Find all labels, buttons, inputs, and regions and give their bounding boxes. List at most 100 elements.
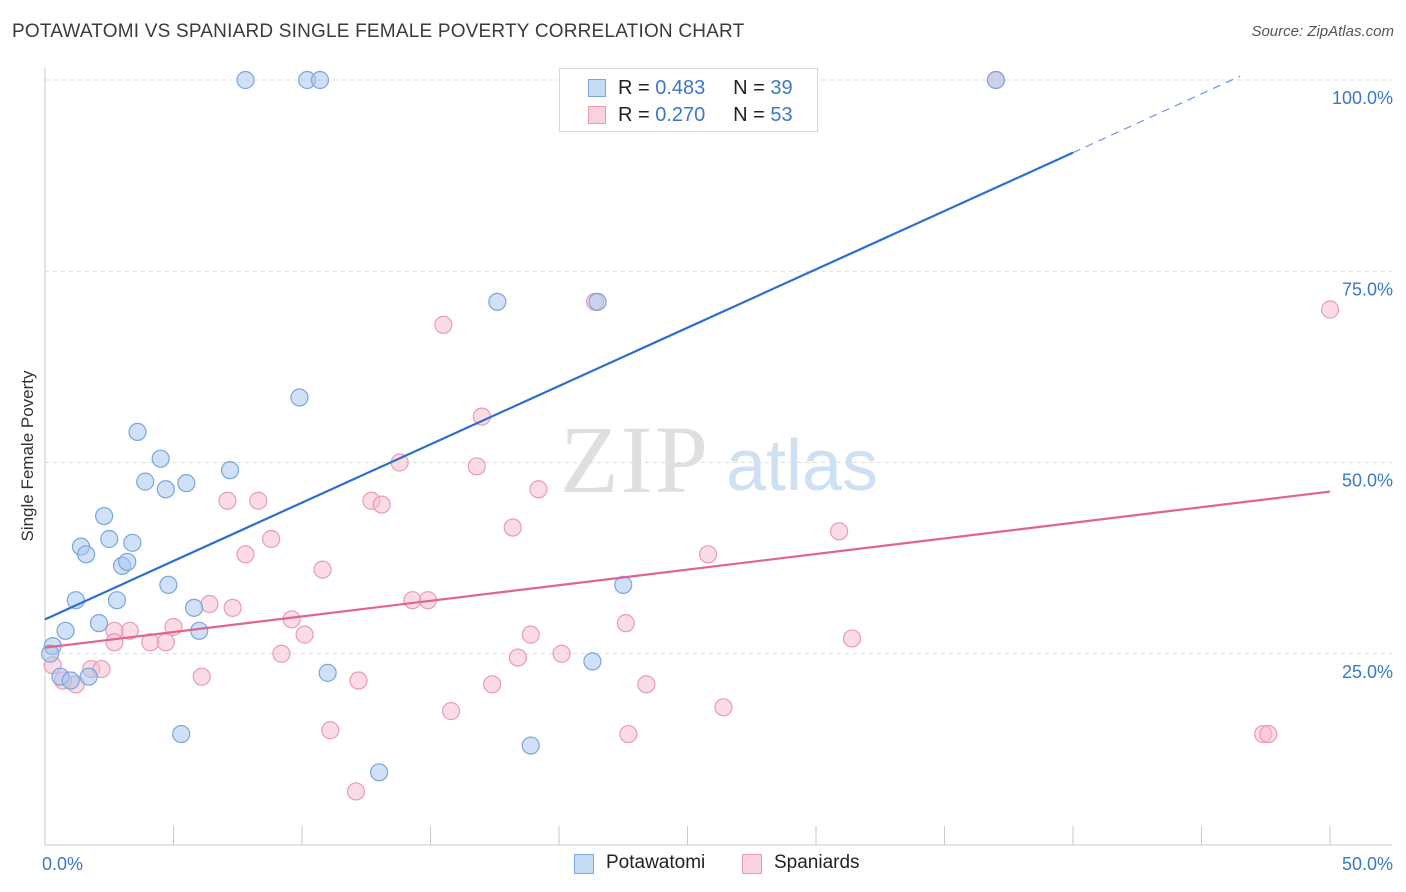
data-point	[95, 506, 114, 526]
data-point	[172, 724, 191, 744]
data-point	[156, 633, 175, 652]
data-point	[842, 629, 862, 648]
data-point	[236, 70, 255, 90]
data-point	[249, 491, 268, 510]
legend-n-label: N =	[733, 77, 765, 99]
x-tick-label: 50.0%	[1342, 854, 1393, 874]
data-point	[637, 675, 656, 694]
source-label: Source: ZipAtlas.com	[1251, 23, 1394, 40]
data-point	[177, 474, 196, 493]
data-point	[218, 491, 237, 510]
legend-r-value: 0.483	[655, 77, 706, 99]
data-point	[441, 702, 461, 721]
data-point	[370, 763, 389, 782]
data-point	[123, 533, 142, 552]
data-point	[56, 621, 75, 640]
data-point	[529, 480, 548, 499]
y-tick-label: 75.0%	[1342, 279, 1393, 299]
data-point	[830, 522, 849, 541]
data-point	[41, 644, 60, 663]
data-point	[313, 560, 332, 579]
data-point	[310, 70, 330, 90]
data-point	[434, 315, 453, 334]
data-point	[77, 545, 96, 564]
data-point	[583, 652, 602, 671]
legend-n-value: 39	[770, 77, 793, 99]
data-point	[1320, 300, 1340, 319]
bottom-legend-swatch-spaniards	[742, 854, 762, 874]
tick-labels: 25.0% 50.0% 75.0% 100.0% 0.0% 50.0%	[42, 88, 1393, 874]
data-point	[290, 388, 309, 407]
data-point	[321, 721, 340, 740]
data-point	[616, 614, 635, 633]
bottom-legend-swatch-potawatomi	[574, 854, 594, 874]
data-point	[714, 698, 733, 717]
bottom-legend-label-potawatomi: Potawatomi	[606, 852, 706, 873]
data-point	[236, 545, 255, 564]
y-axis-label: Single Female Poverty	[18, 370, 37, 542]
y-tick-label: 25.0%	[1342, 662, 1393, 682]
data-point	[151, 449, 170, 468]
legend: R = 0.483 N = 39 R = 0.270 N = 53	[559, 68, 818, 132]
data-point	[105, 633, 124, 652]
data-point	[552, 644, 571, 663]
axes	[44, 68, 1392, 846]
data-point	[346, 782, 366, 801]
data-point	[61, 671, 80, 690]
data-point	[272, 644, 291, 663]
watermark-zip: ZIP	[560, 406, 710, 513]
legend-swatch-potawatomi	[588, 79, 606, 97]
data-point	[318, 663, 337, 682]
data-point	[349, 671, 368, 690]
data-point	[403, 591, 422, 610]
data-point	[79, 667, 98, 686]
x-tick-label: 0.0%	[42, 854, 83, 874]
trend-line-potawatomi	[44, 151, 1074, 621]
legend-swatch-spaniards	[588, 106, 606, 124]
y-tick-label: 50.0%	[1342, 471, 1393, 491]
data-point	[619, 724, 638, 744]
data-point	[128, 422, 147, 441]
data-point	[159, 575, 178, 595]
watermark-atlas: atlas	[726, 426, 878, 506]
chart-title: POTAWATOMI VS SPANIARD SINGLE FEMALE POV…	[12, 21, 745, 42]
data-point	[1259, 724, 1278, 744]
data-point	[467, 457, 486, 476]
data-point	[295, 625, 314, 644]
data-point	[118, 552, 137, 572]
data-point	[223, 598, 242, 617]
grid-lines	[45, 79, 1392, 655]
trend-line-spaniards	[44, 490, 1331, 649]
data-point	[483, 675, 502, 694]
trend-line-potawatomi-extension	[1072, 75, 1241, 154]
data-point	[521, 625, 540, 644]
data-point	[698, 545, 718, 564]
data-point	[200, 594, 219, 614]
data-point	[262, 529, 281, 549]
data-point	[503, 518, 522, 537]
y-tick-label: 100.0%	[1332, 88, 1393, 108]
watermark: ZIP atlas	[560, 406, 878, 513]
data-point	[190, 621, 209, 640]
data-point	[488, 292, 507, 311]
legend-r-label: R =	[618, 77, 650, 99]
data-point	[372, 495, 391, 514]
legend-n-value: 53	[770, 104, 793, 126]
data-point	[986, 70, 1006, 90]
trend-lines	[44, 75, 1331, 649]
data-point	[521, 736, 540, 755]
data-point	[588, 292, 607, 311]
data-point	[192, 667, 211, 686]
data-point	[508, 648, 527, 667]
legend-r-value: 0.270	[655, 104, 706, 126]
data-point	[136, 472, 155, 491]
data-point	[156, 480, 175, 499]
data-point	[184, 598, 204, 617]
legend-r-label: R =	[618, 104, 650, 126]
bottom-legend-label-spaniards: Spaniards	[774, 852, 860, 873]
legend-n-label: N =	[733, 104, 765, 126]
data-point	[107, 591, 127, 610]
data-point	[89, 614, 109, 633]
data-point	[100, 529, 119, 549]
